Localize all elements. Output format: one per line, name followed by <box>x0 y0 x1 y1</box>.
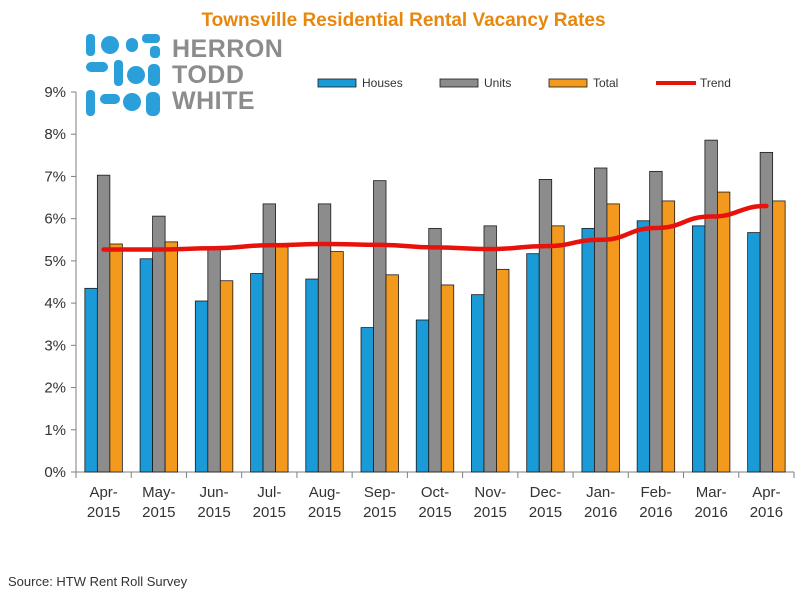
legend-swatch-total <box>548 78 588 88</box>
logo-line-2: TODD <box>172 61 245 89</box>
bar-houses <box>415 319 430 473</box>
x-tick-label-year: 2015 <box>474 504 507 521</box>
x-tick-label-year: 2015 <box>363 504 396 521</box>
bar-units <box>207 247 221 473</box>
x-tick-label-month: Oct- <box>421 484 449 501</box>
logo-wordmark: HERRON TODD WHITE <box>172 36 283 114</box>
bar-total <box>164 241 178 473</box>
bar-units <box>649 170 663 473</box>
x-tick-label-month: Aug- <box>309 484 341 501</box>
bar-total <box>275 246 289 473</box>
bar-units <box>704 139 718 473</box>
y-tick-label: 4% <box>44 295 66 312</box>
bar-houses <box>526 253 540 473</box>
bar-total <box>606 203 620 473</box>
bar-total <box>551 225 565 473</box>
bar-total <box>661 200 676 473</box>
bar-units <box>483 225 497 473</box>
x-tick-label-month: May- <box>142 484 175 501</box>
legend-label-houses: Houses <box>362 76 403 90</box>
logo-line-1: HERRON <box>172 35 284 63</box>
y-tick-label: 7% <box>44 168 66 185</box>
x-tick-label-month: Jul- <box>257 484 281 501</box>
x-tick-label-year: 2015 <box>418 504 451 521</box>
bar-units <box>152 215 166 473</box>
bar-houses <box>581 227 595 473</box>
bar-total <box>330 251 344 473</box>
htw-logo: HERRON TODD WHITE <box>84 32 283 118</box>
y-tick-label: 9% <box>44 84 66 101</box>
x-tick-label-year: 2015 <box>197 504 230 521</box>
x-tick-label-month: Apr- <box>89 484 117 501</box>
y-tick-label: 5% <box>44 253 66 270</box>
y-tick-label: 6% <box>44 211 66 228</box>
x-tick-label-month: Jun- <box>199 484 228 501</box>
bar-total <box>440 284 455 473</box>
logo-mark-icon <box>86 34 160 116</box>
x-tick-label-month: Apr- <box>752 484 780 501</box>
chart-title: Townsville Residential Rental Vacancy Ra… <box>201 10 606 31</box>
x-tick-label-year: 2015 <box>253 504 286 521</box>
bar-houses <box>692 225 706 473</box>
legend-label-units: Units <box>484 76 511 90</box>
x-tick-label-month: Jan- <box>586 484 615 501</box>
x-tick-label-year: 2016 <box>584 504 617 521</box>
bar-units <box>538 178 553 473</box>
bar-total <box>219 280 234 473</box>
bar-houses <box>471 294 485 473</box>
bar-units <box>594 167 608 473</box>
bar-houses <box>194 300 209 473</box>
x-tick-label-year: 2015 <box>529 504 562 521</box>
legend-label-total: Total <box>593 76 618 90</box>
bar-total <box>385 274 399 473</box>
bar-houses <box>747 232 761 473</box>
bar-houses <box>139 258 153 473</box>
bar-total <box>717 191 731 473</box>
y-tick-label: 1% <box>44 422 66 439</box>
bar-total <box>109 243 123 473</box>
y-tick-label: 3% <box>44 337 66 354</box>
x-tick-label-year: 2016 <box>750 504 783 521</box>
x-tick-label-month: Sep- <box>364 484 396 501</box>
logo-line-3: WHITE <box>172 87 256 115</box>
legend-label-trend: Trend <box>700 76 731 90</box>
legend-swatch-houses <box>317 78 357 88</box>
bar-houses <box>305 278 319 473</box>
source-note: Source: HTW Rent Roll Survey <box>8 574 188 589</box>
bar-units <box>428 227 442 473</box>
x-tick-label-month: Mar- <box>696 484 727 501</box>
trend-line <box>101 203 769 252</box>
bar-houses <box>84 287 98 473</box>
x-tick-label-year: 2015 <box>308 504 341 521</box>
y-tick-label: 0% <box>44 464 66 481</box>
legend-swatch-units <box>439 78 479 88</box>
x-tick-label-month: Nov- <box>474 484 506 501</box>
bar-total <box>496 268 510 473</box>
x-tick-label-month: Feb- <box>641 484 672 501</box>
bar-houses <box>360 327 374 473</box>
bar-houses <box>250 273 264 473</box>
bar-houses <box>636 220 651 473</box>
x-tick-label-year: 2015 <box>142 504 175 521</box>
bar-units <box>759 151 774 473</box>
x-tick-label-month: Dec- <box>530 484 562 501</box>
y-tick-label: 2% <box>44 380 66 397</box>
x-tick-label-year: 2016 <box>639 504 672 521</box>
x-tick-label-year: 2015 <box>87 504 120 521</box>
bar-total <box>772 200 786 473</box>
x-tick-label-year: 2016 <box>694 504 727 521</box>
y-tick-label: 8% <box>44 126 66 143</box>
bar-units <box>373 180 387 473</box>
bar-units <box>96 174 111 473</box>
